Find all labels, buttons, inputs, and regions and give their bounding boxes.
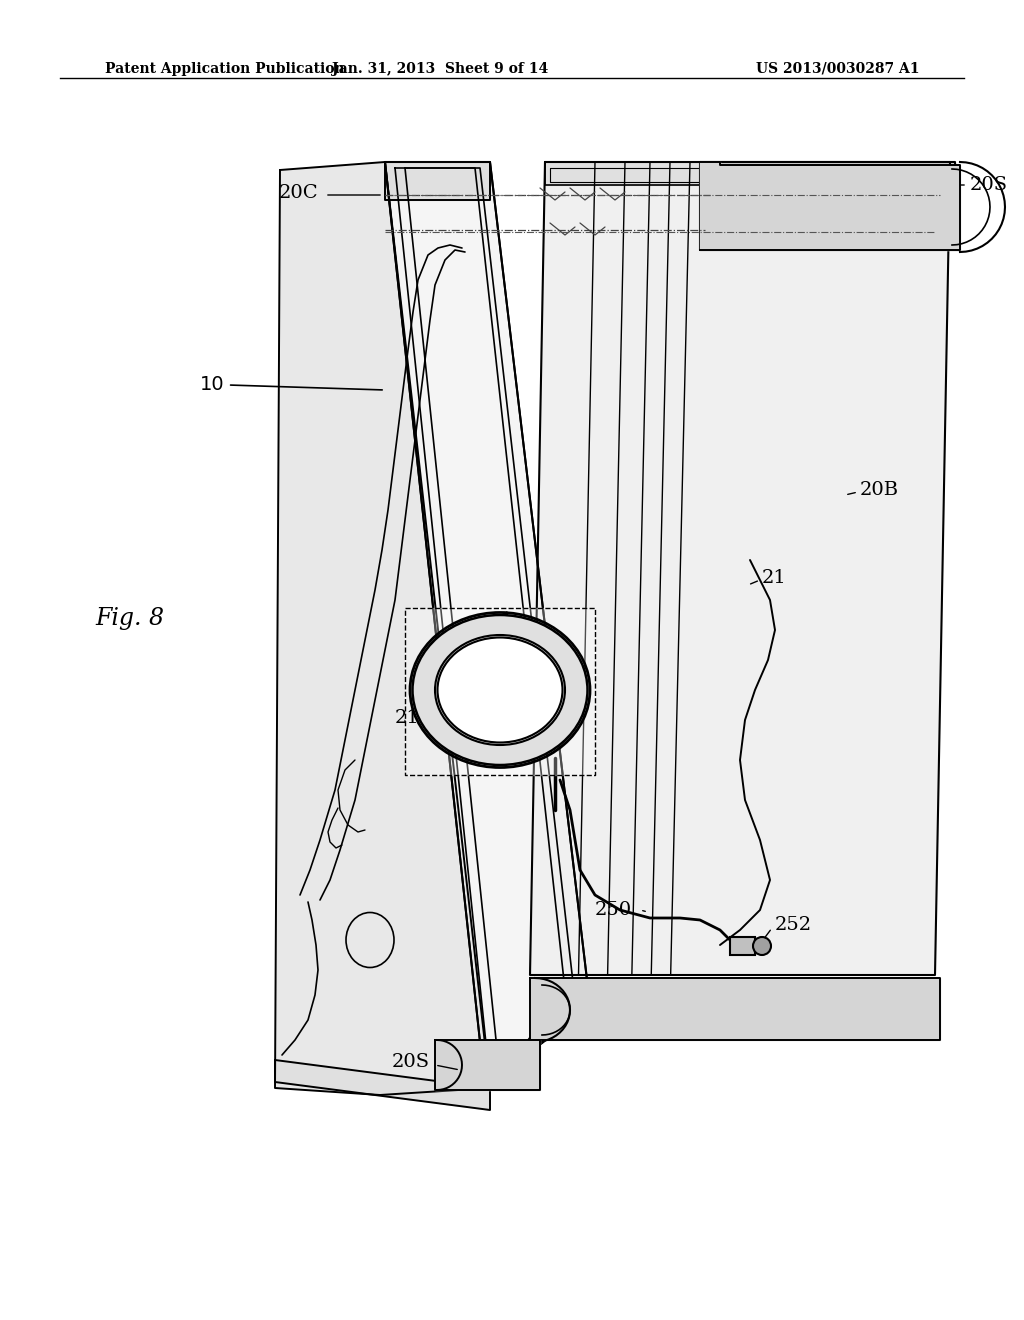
Text: 252: 252 — [775, 916, 812, 935]
Text: 210: 210 — [395, 709, 432, 727]
Text: Patent Application Publication: Patent Application Publication — [105, 62, 345, 77]
Polygon shape — [545, 162, 950, 185]
Text: 20S: 20S — [970, 176, 1008, 194]
Polygon shape — [275, 162, 490, 1096]
Polygon shape — [385, 162, 490, 201]
Text: 20C: 20C — [279, 183, 318, 202]
Polygon shape — [530, 978, 940, 1040]
Polygon shape — [700, 162, 961, 249]
Text: 250: 250 — [595, 902, 632, 919]
Polygon shape — [406, 609, 595, 775]
Polygon shape — [435, 1040, 540, 1090]
Text: 20B: 20B — [860, 480, 899, 499]
Polygon shape — [530, 162, 950, 975]
Text: 21: 21 — [762, 569, 786, 587]
Text: 20S: 20S — [392, 1053, 430, 1071]
Polygon shape — [700, 162, 961, 249]
Polygon shape — [275, 1060, 490, 1110]
Ellipse shape — [437, 638, 562, 742]
Bar — [730, 937, 755, 954]
Text: 10: 10 — [201, 375, 382, 393]
Polygon shape — [385, 162, 590, 1088]
Text: Jan. 31, 2013  Sheet 9 of 14: Jan. 31, 2013 Sheet 9 of 14 — [332, 62, 548, 77]
Ellipse shape — [413, 615, 588, 766]
Text: Fig. 8: Fig. 8 — [95, 606, 165, 630]
Ellipse shape — [753, 937, 771, 954]
Text: US 2013/0030287 A1: US 2013/0030287 A1 — [757, 62, 920, 77]
